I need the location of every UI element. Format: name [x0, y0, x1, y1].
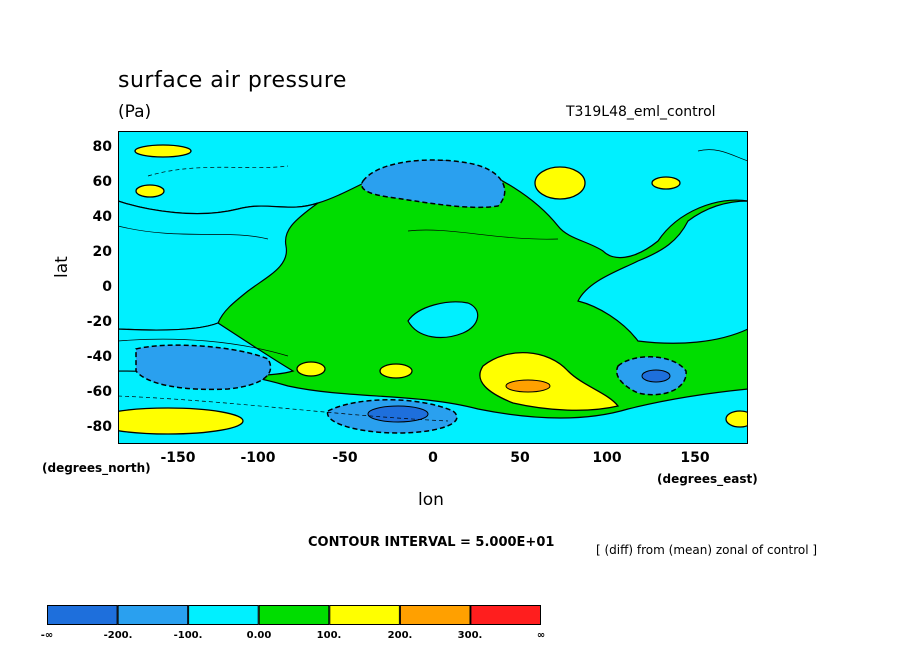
colorbar-label: 200. [387, 630, 413, 641]
alaska-high [135, 184, 165, 198]
antarctic-high [118, 407, 244, 435]
chart-title: surface air pressure [118, 68, 347, 93]
colorbar-swatch [399, 605, 471, 625]
x-tick-label: 0 [428, 450, 438, 466]
southern-ocean-high [479, 351, 620, 411]
antarctic-high-east [725, 410, 748, 428]
colorbar-label: 300. [457, 630, 483, 641]
y-axis-label: lat [52, 256, 72, 278]
south-pacific-low [135, 344, 272, 391]
colorbar-label: 100. [316, 630, 342, 641]
barents-high [651, 176, 681, 190]
high-regions [118, 144, 748, 435]
x-tick-label: 50 [510, 450, 530, 466]
x-tick-label: -100 [240, 450, 276, 466]
y-unit-label: (degrees_north) [42, 461, 151, 475]
plot-frame [118, 131, 748, 444]
y-tick-label: -40 [86, 349, 112, 365]
x-unit-label: (degrees_east) [657, 472, 758, 486]
x-tick-label: 100 [592, 450, 622, 466]
y-tick-label: -60 [86, 384, 112, 400]
y-tick-label: 60 [92, 174, 112, 190]
atlantic-cyan [407, 301, 479, 339]
experiment-label: T319L48_eml_control [566, 104, 716, 120]
diff-note: [ (diff) from (mean) zonal of control ] [596, 543, 818, 557]
contour-interval: CONTOUR INTERVAL = 5.000E+01 [308, 535, 555, 550]
small-high-1 [296, 361, 326, 377]
contour-lines [118, 149, 748, 422]
greenland-high [534, 166, 586, 200]
colorbar-swatch [258, 605, 330, 625]
y-tick-label: -80 [86, 419, 112, 435]
y-tick-label: 80 [92, 139, 112, 155]
colorbar-label: -∞ [40, 630, 54, 641]
y-tick-label: 40 [92, 209, 112, 225]
colorbar-label: ∞ [536, 630, 546, 641]
contour-plot-area [118, 131, 748, 444]
x-tick-label: -150 [160, 450, 196, 466]
colorbar-swatch [188, 605, 259, 625]
x-tick-label: -50 [332, 450, 358, 466]
colorbar [47, 605, 541, 625]
colorbar-swatch [47, 605, 118, 625]
colorbar-label: 0.00 [246, 630, 272, 641]
y-tick-label: 20 [92, 244, 112, 260]
colorbar-swatch [470, 605, 541, 625]
east-cyan [577, 200, 748, 344]
siberia-low [361, 159, 506, 209]
x-tick-label: 150 [680, 450, 710, 466]
very-high-cores [505, 379, 551, 393]
chart-units: (Pa) [118, 102, 152, 122]
deep-low-cores [367, 369, 671, 423]
colorbar-swatch [117, 605, 189, 625]
colorbar-label: -100. [173, 630, 203, 641]
small-high-2 [379, 363, 413, 379]
colorbar-label: -200. [103, 630, 133, 641]
colorbar-swatch [329, 605, 400, 625]
x-axis-label: lon [418, 490, 444, 510]
arctic-high [134, 144, 192, 158]
y-tick-label: 0 [102, 279, 112, 295]
y-tick-label: -20 [86, 314, 112, 330]
